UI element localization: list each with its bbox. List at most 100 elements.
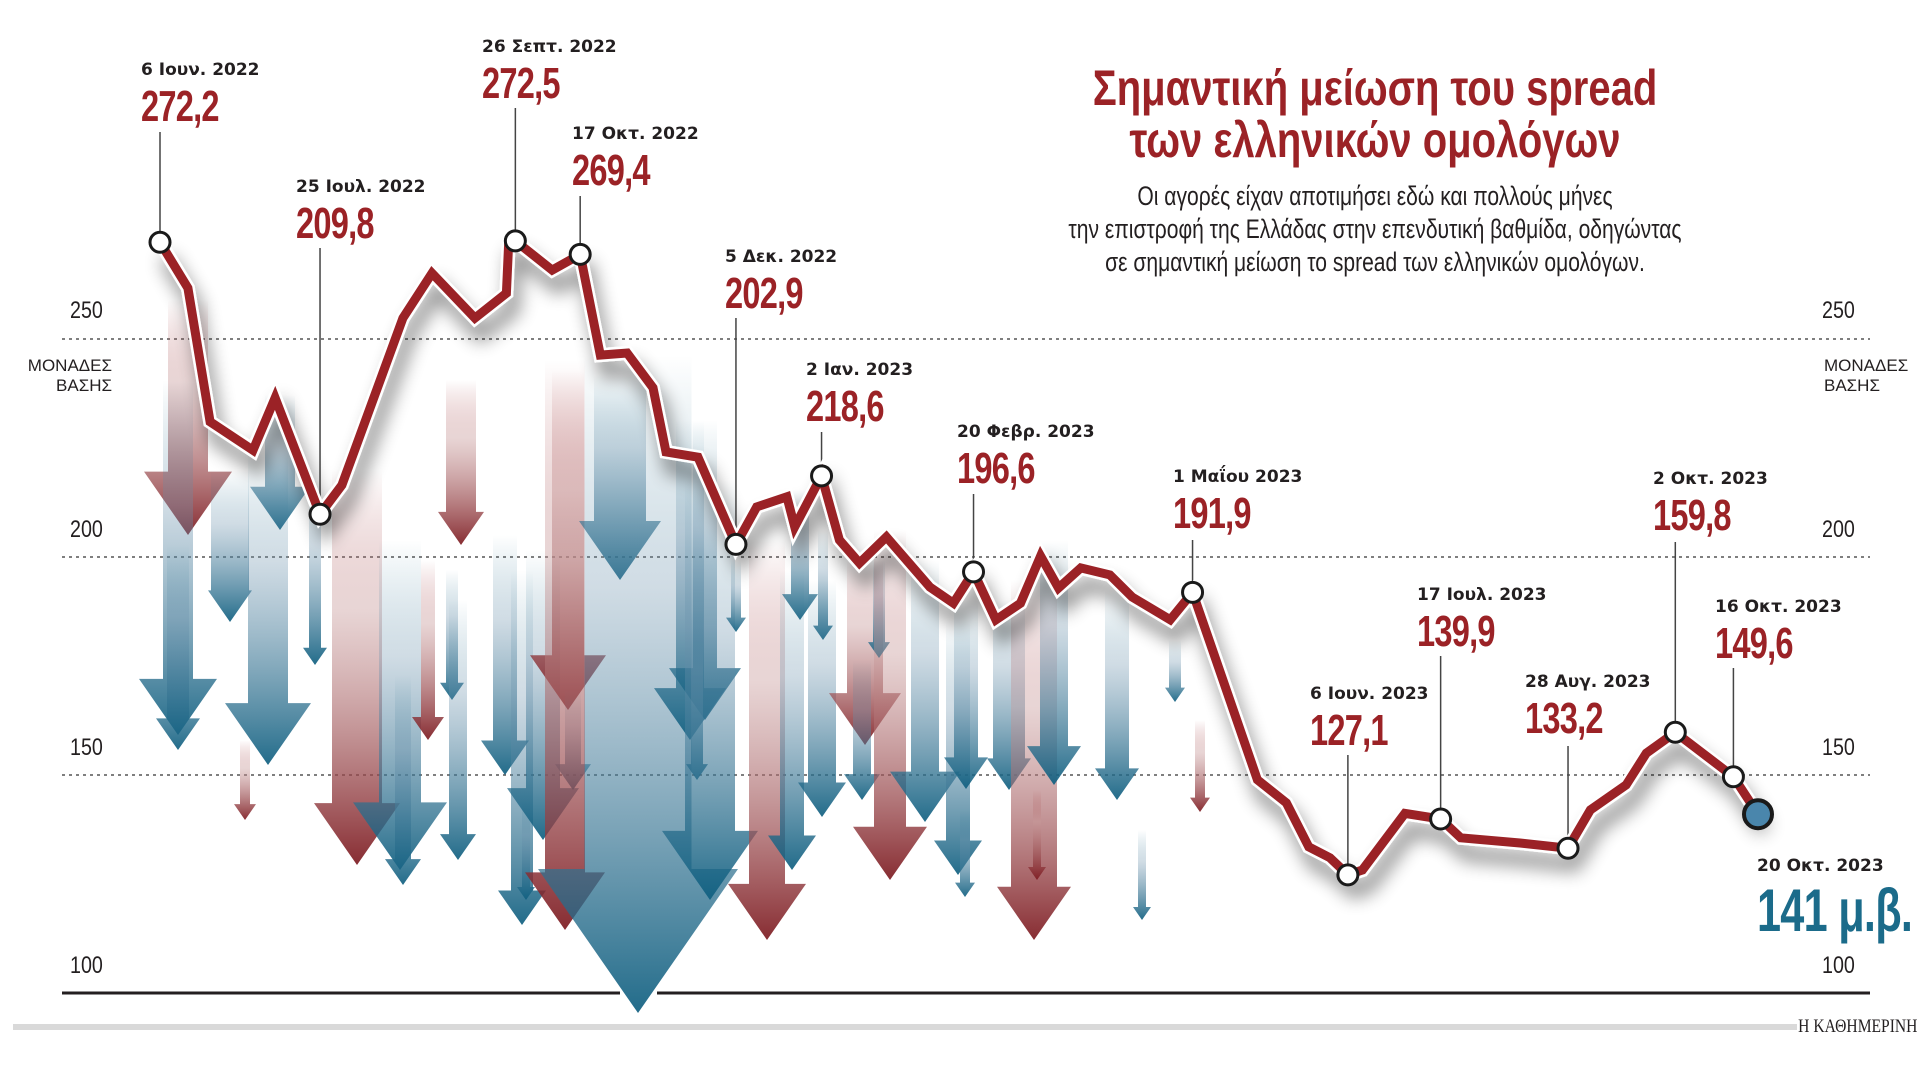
arrow-down-blue-icon <box>955 810 975 897</box>
arrow-down-blue-icon <box>208 470 252 622</box>
arrow-down-blue-icon <box>1095 590 1139 800</box>
data-point-marker <box>1336 863 1360 887</box>
arrow-down-blue-icon <box>768 570 816 870</box>
decorative-arrows <box>139 300 1210 1013</box>
arrow-down-blue-icon <box>303 480 327 665</box>
annotation-date: 6 Ιουν. 2023 <box>1310 684 1429 704</box>
annotation-value: 269,4 <box>572 146 651 195</box>
data-point-marker <box>962 560 986 584</box>
annotation-label: 6 Ιουν. 2022 272,2 <box>141 60 260 129</box>
data-point-marker <box>1181 580 1205 604</box>
arrow-down-red-icon <box>412 560 444 740</box>
y-tick-label-right: 100 <box>1822 952 1855 979</box>
y-axis-unit-line: ΜΟΝΑΔΕΣ <box>1824 356 1909 375</box>
y-tick-label-right: 200 <box>1822 516 1855 543</box>
annotation-date: 20 Φεβρ. 2023 <box>957 422 1095 442</box>
arrow-down-blue-icon <box>440 600 476 860</box>
data-point-marker <box>1556 836 1580 860</box>
title-line: των ελληνικών ομολόγων <box>1129 112 1621 168</box>
annotation-value: 133,2 <box>1525 694 1604 743</box>
data-point-marker <box>1663 720 1687 744</box>
annotation-date: 25 Ιουλ. 2022 <box>296 177 426 197</box>
arrow-down-blue-icon <box>507 550 579 840</box>
final-annotation: 20 Οκτ. 2023 141 μ.β. <box>1757 856 1919 941</box>
subtitle-line: σε σημαντική μείωση το spread των ελληνι… <box>1105 247 1645 277</box>
chart-subtitle: Οι αγορές είχαν αποτιμήσει εδώ και πολλο… <box>1051 180 1698 279</box>
data-point-marker <box>1721 765 1745 789</box>
annotation-date: 1 Μαΐου 2023 <box>1173 467 1303 487</box>
annotation-value: 139,9 <box>1417 607 1496 656</box>
data-point-marker <box>308 502 332 526</box>
annotation-label: 2 Ιαν. 2023 218,6 <box>806 360 913 429</box>
spread-line-group <box>154 233 1764 883</box>
arrow-down-red-icon <box>728 540 806 940</box>
title-line: Σημαντική μείωση του spread <box>1092 60 1658 116</box>
annotation-value: 196,6 <box>957 444 1036 493</box>
annotation-date: 17 Οκτ. 2022 <box>572 124 699 144</box>
arrow-down-blue-icon <box>726 560 746 632</box>
y-axis-unit-line: ΒΑΣΗΣ <box>1824 376 1880 395</box>
arrow-down-blue-icon <box>890 560 960 822</box>
data-point-marker <box>503 229 527 253</box>
arrow-down-red-icon <box>1190 720 1210 812</box>
arrow-down-blue-icon <box>225 450 311 765</box>
arrow-down-blue-icon <box>1133 830 1151 920</box>
arrow-down-red-icon <box>853 530 927 880</box>
annotation-label: 16 Οκτ. 2023 149,6 <box>1715 597 1842 666</box>
annotation-label: 6 Ιουν. 2023 127,1 <box>1310 684 1429 753</box>
annotation-value: 218,6 <box>806 382 885 431</box>
arrow-down-blue-icon <box>498 570 546 925</box>
annotation-date: 6 Ιουν. 2022 <box>141 60 260 80</box>
data-point-marker <box>724 532 748 556</box>
annotation-label: 28 Αυγ. 2023 133,2 <box>1525 672 1650 741</box>
annotation-label: 26 Σεπτ. 2022 272,5 <box>482 37 617 106</box>
arrow-down-red-icon <box>438 380 484 545</box>
annotation-leaders <box>159 108 1735 865</box>
arrow-down-blue-icon <box>944 600 988 789</box>
annotation-value: 159,8 <box>1653 491 1732 540</box>
final-date: 20 Οκτ. 2023 <box>1757 856 1884 876</box>
annotation-label: 2 Οκτ. 2023 159,8 <box>1653 469 1768 538</box>
annotation-value: 149,6 <box>1715 619 1794 668</box>
y-axis-unit-left: ΜΟΝΑΔΕΣ ΒΑΣΗΣ <box>14 356 112 396</box>
markers <box>148 229 1774 887</box>
arrow-down-blue-icon <box>1165 640 1185 702</box>
arrow-down-blue-icon <box>156 545 200 750</box>
final-value: 141 μ.β. <box>1757 877 1913 944</box>
annotation-value: 127,1 <box>1310 706 1389 755</box>
y-axis-unit-line: ΜΟΝΑΔΕΣ <box>27 356 112 375</box>
annotation-label: 1 Μαΐου 2023 191,9 <box>1173 467 1302 536</box>
annotation-label: 17 Οκτ. 2022 269,4 <box>572 124 699 193</box>
y-tick-label-left: 200 <box>70 516 103 543</box>
annotation-date: 2 Οκτ. 2023 <box>1653 469 1768 489</box>
arrow-down-blue-icon <box>798 580 846 817</box>
y-tick-label-right: 250 <box>1822 297 1855 324</box>
data-point-marker <box>1429 807 1453 831</box>
y-tick-label-left: 250 <box>70 297 103 324</box>
source-logo: Η ΚΑΘΗΜΕΡΙΝΗ <box>1797 1016 1917 1037</box>
arrow-down-red-icon <box>314 470 400 865</box>
annotation-date: 26 Σεπτ. 2022 <box>482 37 617 57</box>
annotation-date: 16 Οκτ. 2023 <box>1715 597 1842 617</box>
y-tick-label-right: 150 <box>1822 734 1855 761</box>
annotation-label: 25 Ιουλ. 2022 209,8 <box>296 177 426 246</box>
y-axis-unit-line: ΒΑΣΗΣ <box>56 376 112 395</box>
y-axis-unit-right: ΜΟΝΑΔΕΣ ΒΑΣΗΣ <box>1824 356 1908 396</box>
data-point-marker <box>810 464 834 488</box>
arrow-down-blue-icon <box>1027 540 1081 785</box>
data-point-marker <box>148 230 172 254</box>
annotation-value: 272,2 <box>141 82 220 131</box>
annotation-value: 272,5 <box>482 59 561 108</box>
footer-bar <box>13 1024 1797 1030</box>
annotation-date: 28 Αυγ. 2023 <box>1525 672 1651 692</box>
series-line <box>156 236 1762 880</box>
y-tick-label-left: 150 <box>70 734 103 761</box>
annotation-value: 202,9 <box>725 269 804 318</box>
arrow-down-red-icon <box>1028 790 1046 880</box>
annotation-date: 2 Ιαν. 2023 <box>806 360 914 380</box>
annotation-date: 5 Δεκ. 2022 <box>725 247 838 267</box>
annotation-value: 191,9 <box>1173 489 1252 538</box>
y-tick-label-left: 100 <box>70 952 103 979</box>
annotation-label: 5 Δεκ. 2022 202,9 <box>725 247 837 316</box>
